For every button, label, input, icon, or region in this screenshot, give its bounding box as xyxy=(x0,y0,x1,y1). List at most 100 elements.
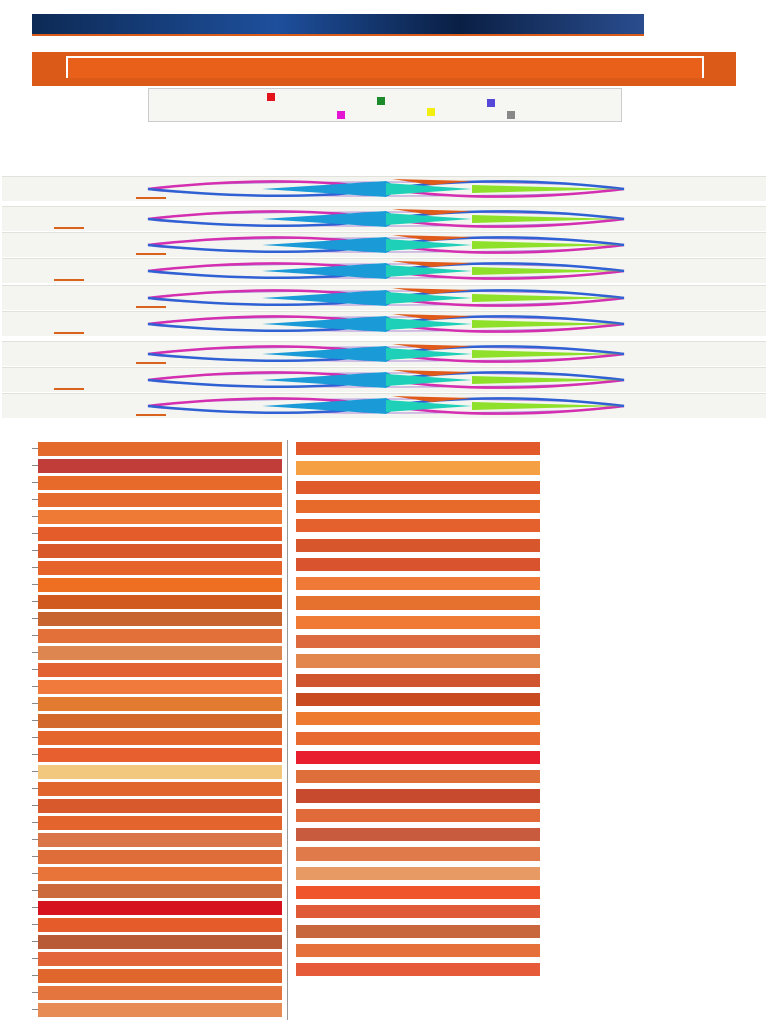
left-bar xyxy=(38,731,282,745)
left-tick xyxy=(32,890,38,891)
left-tick xyxy=(32,720,38,721)
right-bar xyxy=(296,808,540,822)
swirl-graphic xyxy=(147,288,625,307)
banner-image xyxy=(32,14,644,36)
swirl-blade-center xyxy=(386,183,472,195)
left-tick xyxy=(32,788,38,789)
swirl-blade-right xyxy=(472,241,622,249)
left-bar xyxy=(38,646,282,660)
left-bar xyxy=(38,544,282,558)
left-tick xyxy=(32,992,38,993)
left-bar xyxy=(38,1003,282,1017)
legend-swatch xyxy=(337,111,345,119)
left-tick xyxy=(32,822,38,823)
left-bar xyxy=(38,663,282,677)
left-tick xyxy=(32,703,38,704)
swirl-blade-left xyxy=(262,263,402,279)
left-bar xyxy=(38,561,282,575)
right-bar xyxy=(296,770,540,784)
left-bar xyxy=(38,748,282,762)
strip-row xyxy=(2,393,766,418)
strip-dash xyxy=(54,388,84,390)
left-tick xyxy=(32,907,38,908)
left-tick xyxy=(32,958,38,959)
left-bar xyxy=(38,799,282,813)
left-bar xyxy=(38,680,282,694)
right-bar xyxy=(296,692,540,707)
left-bar xyxy=(38,867,282,881)
left-tick xyxy=(32,584,38,585)
strip-row xyxy=(2,176,766,201)
swirl-blade-left xyxy=(262,372,402,388)
strip-row xyxy=(2,206,766,231)
legend-item xyxy=(267,93,278,101)
left-bar xyxy=(38,935,282,949)
swirl-blade-right xyxy=(472,267,622,275)
legend-item xyxy=(337,111,348,119)
strip-row xyxy=(2,311,766,336)
swirl-blade-right xyxy=(472,294,622,302)
left-bar xyxy=(38,952,282,966)
left-tick xyxy=(32,516,38,517)
swirl-blade-right xyxy=(472,350,622,358)
top-text xyxy=(30,0,730,12)
swirl-blade-right xyxy=(472,402,622,410)
left-tick xyxy=(32,975,38,976)
left-tick xyxy=(32,499,38,500)
left-bar xyxy=(38,612,282,626)
left-bar xyxy=(38,459,282,473)
left-tick xyxy=(32,533,38,534)
swirl-blade-left xyxy=(262,316,402,332)
swirl-blade-left xyxy=(262,211,402,227)
right-bar xyxy=(296,905,540,919)
strip-dash xyxy=(136,197,166,199)
left-bar xyxy=(38,629,282,643)
swirl-blade-center xyxy=(386,265,472,277)
left-bar xyxy=(38,697,282,711)
swirl-graphic xyxy=(147,209,625,228)
right-bar xyxy=(296,866,540,880)
swirl-blade-center xyxy=(386,213,472,225)
right-bar xyxy=(296,557,540,572)
right-bar xyxy=(296,615,540,629)
left-tick xyxy=(32,805,38,806)
swirl-blade-center xyxy=(386,400,472,412)
swirl-flame xyxy=(392,179,472,185)
right-bar xyxy=(296,654,540,668)
strip-dash xyxy=(136,253,166,255)
left-tick xyxy=(32,839,38,840)
left-tick xyxy=(32,941,38,942)
strip-dash xyxy=(136,306,166,308)
swirl-blade-left xyxy=(262,237,402,253)
right-bar xyxy=(296,461,540,475)
left-tick xyxy=(32,873,38,874)
left-bar xyxy=(38,816,282,830)
swirl-graphic xyxy=(147,314,625,333)
swirl-graphic xyxy=(147,344,625,363)
swirl-flame xyxy=(392,344,472,350)
swirl-flame xyxy=(392,396,472,402)
legend-item xyxy=(487,99,498,107)
left-bar xyxy=(38,442,282,456)
right-bar xyxy=(296,577,540,591)
left-bar xyxy=(38,527,282,541)
strip-row xyxy=(2,258,766,283)
right-bar xyxy=(296,885,540,900)
swirl-blade-left xyxy=(262,290,402,306)
left-bar xyxy=(38,833,282,847)
left-bar xyxy=(38,986,282,1000)
strip-row xyxy=(2,232,766,257)
left-bar xyxy=(38,578,282,592)
strip-row xyxy=(2,367,766,392)
right-bar xyxy=(296,538,540,552)
left-tick xyxy=(32,618,38,619)
left-tick xyxy=(32,465,38,466)
swirl-blade-center xyxy=(386,239,472,251)
right-bar xyxy=(296,943,540,958)
right-bar xyxy=(296,789,540,803)
strip-dash xyxy=(54,332,84,334)
swirl-blade-center xyxy=(386,348,472,360)
left-tick xyxy=(32,550,38,551)
legend-item xyxy=(377,97,388,105)
swirl-blade-left xyxy=(262,181,402,197)
